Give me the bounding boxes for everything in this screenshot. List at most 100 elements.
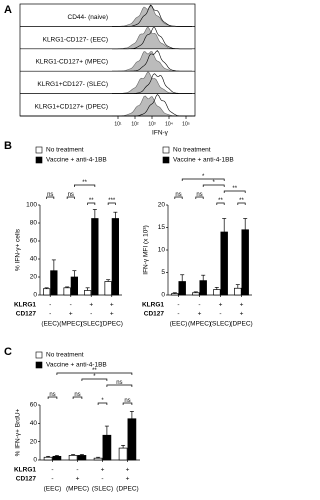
significance-label: ** [89,198,94,204]
x-tick-label: (MPEC) [66,486,89,493]
row-label: KLRG1-CD127+ (MPEC) [36,59,108,66]
significance-label: * [101,398,104,404]
bar [234,287,242,296]
row-value: - [70,302,72,309]
legend-swatch [35,361,43,369]
significance-label: ns [47,192,53,198]
significance-label: ** [82,180,87,186]
significance-bracket [122,402,133,405]
x-tick-label: (SLEC) [92,486,113,493]
legend-swatch [35,156,43,164]
row-label: CD127 [16,311,37,318]
significance-bracket [195,196,204,199]
row-value: + [198,311,202,318]
legend-label: No treatment [46,147,84,154]
panel-label: C [4,346,12,358]
significance-bracket [237,202,246,205]
significance-bracket [81,378,108,381]
significance-bracket [223,190,246,193]
significance-bracket [87,202,96,205]
background [0,0,260,500]
x-tick-label: 10¹ [114,121,122,127]
y-tick-label: 40 [30,420,38,427]
bar [63,287,71,296]
y-tick-label: 80 [30,220,38,227]
significance-label: ns [116,380,122,386]
y-tick-label: 0 [33,457,37,464]
x-axis-label: IFN-γ [152,130,169,137]
y-tick-label: 0 [33,292,37,299]
row-value: + [126,476,130,483]
significance-label: ** [92,368,97,374]
significance-label: ns [196,192,202,198]
x-tick-label: (DPEC) [101,321,123,328]
row-label: KLRG1 [14,467,36,474]
bar [118,447,128,461]
legend-label: Vaccine + anti-4-1BB [46,362,107,369]
row-label: CD127 [144,311,165,318]
row-label: CD127 [16,476,37,483]
figure: A CD44- (naive)KLRG1-CD127- (EEC)KLRG1-C… [0,0,260,500]
bar [111,218,119,296]
bar [104,281,112,296]
y-tick-label: 60 [30,238,38,245]
x-tick-label: (DPEC) [230,321,252,328]
significance-bracket [106,384,133,387]
bar [43,456,53,461]
y-tick-label: 5 [161,269,165,276]
bar [43,288,51,296]
significance-label: ns [68,192,74,198]
significance-label: *** [108,198,116,204]
legend-swatch [35,351,43,359]
significance-label: * [213,180,216,186]
bar [178,281,186,296]
legend-label: Vaccine + anti-4-1BB [46,157,107,164]
bar [68,455,78,461]
row-value: - [49,311,51,318]
x-tick-label: (EEC) [170,321,188,328]
x-tick-label: 10⁴ [165,121,173,127]
row-label: KLRG1-CD127- (EEC) [43,36,108,43]
x-tick-label: 10³ [148,121,156,127]
bar [213,289,221,296]
legend-label: No treatment [46,352,84,359]
significance-bracket [66,196,75,199]
x-tick-label: (SLEC) [81,321,102,328]
y-tick-label: 20 [30,438,38,445]
significance-bracket [74,184,96,187]
y-tick-label: 20 [158,202,166,209]
bar [77,455,87,461]
bar [199,280,207,296]
row-value: + [219,302,223,309]
significance-bracket [216,202,225,205]
significance-label: ns [74,392,80,398]
significance-bracket [202,184,225,187]
row-value: + [89,302,93,309]
y-tick-label: 10 [158,247,166,254]
significance-label: ** [218,198,223,204]
row-label: CD44- (naive) [68,14,108,21]
significance-label: * [93,374,96,380]
panel-label: A [4,4,12,16]
significance-bracket [56,372,133,375]
significance-label: ns [124,398,130,404]
x-tick-label: (MPEC) [59,321,82,328]
row-value: + [76,476,80,483]
y-tick-label: 40 [30,256,38,263]
significance-label: ** [239,198,244,204]
significance-bracket [174,196,183,199]
bar [70,276,78,296]
x-tick-label: (DPEC) [116,486,138,493]
y-tick-label: 60 [30,402,38,409]
x-tick-label: (SLEC) [210,321,231,328]
row-label: KLRG1+CD127- (SLEC) [37,81,108,88]
row-value: + [126,467,130,474]
significance-bracket [46,196,55,199]
significance-bracket [107,202,116,205]
row-value: + [110,302,114,309]
row-value: - [198,302,200,309]
y-axis-label: % IFN-γ+ BrdU+ [15,408,22,456]
panel-label: B [4,140,12,152]
significance-label: ns [49,392,55,398]
x-tick-label: (EEC) [44,486,62,493]
